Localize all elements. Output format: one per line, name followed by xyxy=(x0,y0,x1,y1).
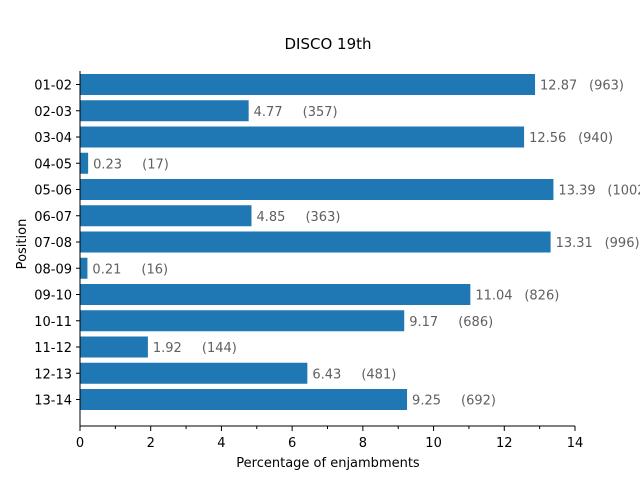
x-tick-label: 2 xyxy=(147,436,155,451)
y-tick-label: 06-07 xyxy=(34,210,72,225)
y-tick-label: 02-03 xyxy=(34,105,72,120)
value-label: 4.77 xyxy=(254,105,283,120)
x-axis: 0 2 4 6 8 10 12 14 xyxy=(76,425,584,451)
bar-09-10 xyxy=(80,284,471,305)
x-tick-label: 6 xyxy=(288,436,296,451)
value-label: 11.04 xyxy=(475,289,512,304)
bar-03-04 xyxy=(80,126,525,148)
x-tick-label: 8 xyxy=(359,436,367,451)
value-label: 0.21 xyxy=(92,262,121,277)
y-tick-label: 13-14 xyxy=(34,394,72,409)
value-label: 9.17 xyxy=(409,315,438,330)
value-label: 9.25 xyxy=(412,394,441,409)
x-tick-label: 0 xyxy=(76,436,84,451)
bar-04-05 xyxy=(80,152,89,174)
count-label: (940) xyxy=(578,131,613,146)
x-tick-label: 14 xyxy=(567,436,584,451)
y-tick-label: 10-11 xyxy=(34,315,72,330)
value-label: 4.85 xyxy=(256,210,285,225)
count-label: (481) xyxy=(361,367,396,382)
count-label: (996) xyxy=(605,236,640,251)
y-tick-label: 08-09 xyxy=(34,262,72,277)
bar-06-07 xyxy=(80,205,252,227)
y-axis-label: Position xyxy=(15,219,30,270)
x-tick-label: 12 xyxy=(496,436,513,451)
value-label: 0.23 xyxy=(93,157,122,172)
bar-01-02 xyxy=(80,74,536,95)
count-label: (963) xyxy=(589,79,624,94)
count-label: (144) xyxy=(202,341,237,356)
y-tick-label: 09-10 xyxy=(34,289,72,304)
bar-12-13 xyxy=(80,362,308,384)
count-label: (17) xyxy=(142,157,169,172)
value-label: 12.87 xyxy=(540,79,577,94)
value-label: 13.31 xyxy=(556,236,593,251)
x-tick-label: 10 xyxy=(425,436,442,451)
bar-07-08 xyxy=(80,231,551,253)
value-label: 12.56 xyxy=(529,131,566,146)
count-label: (16) xyxy=(141,262,168,277)
value-label: 1.92 xyxy=(153,341,182,356)
bar-10-11 xyxy=(80,310,405,332)
bar-11-12 xyxy=(80,336,148,358)
y-tick-label: 11-12 xyxy=(34,341,72,356)
count-label: (357) xyxy=(303,105,338,120)
bar-08-09 xyxy=(80,257,88,279)
value-label: 6.43 xyxy=(312,367,341,382)
y-axis: 01-02 02-03 03-04 04-05 05-06 06-07 07-08 08-09… xyxy=(34,71,81,426)
value-label: 13.39 xyxy=(558,184,595,199)
x-tick-label: 4 xyxy=(217,436,225,451)
y-tick-label: 05-06 xyxy=(34,184,72,199)
bars-layer xyxy=(80,74,554,410)
y-tick-label: 04-05 xyxy=(34,157,72,172)
y-tick-label: 07-08 xyxy=(34,236,72,251)
count-label: (1002 xyxy=(607,184,640,199)
count-label: (363) xyxy=(305,210,340,225)
y-tick-label: 01-02 xyxy=(34,79,72,94)
count-label: (692) xyxy=(461,394,496,409)
x-axis-label: Percentage of enjambments xyxy=(236,456,420,471)
bar-02-03 xyxy=(80,100,249,122)
count-label: (686) xyxy=(458,315,493,330)
y-tick-label: 12-13 xyxy=(34,367,72,382)
bar-13-14 xyxy=(80,389,408,410)
count-label: (826) xyxy=(524,289,559,304)
chart-title: DISCO 19th xyxy=(284,35,371,53)
bar-05-06 xyxy=(80,179,554,200)
y-tick-label: 03-04 xyxy=(34,131,72,146)
value-labels-layer: 12.87 (963) 4.77 (357) 12.56 (940) 0.23 (17) 13.… xyxy=(92,79,640,409)
